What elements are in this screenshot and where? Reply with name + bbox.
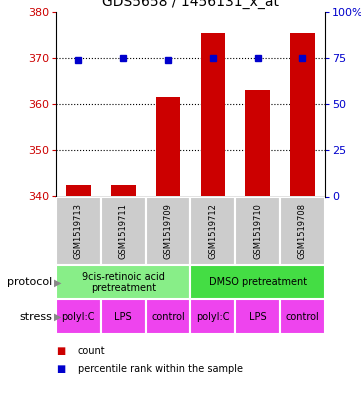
Text: ■: ■ (56, 346, 65, 356)
Text: ▶: ▶ (54, 312, 62, 321)
Text: count: count (78, 346, 105, 356)
Text: ▶: ▶ (54, 277, 62, 287)
Bar (200, 33, 225, 196)
Bar (191, 299, 235, 334)
Bar (191, 196, 235, 265)
Title: GDS5658 / 1456131_x_at: GDS5658 / 1456131_x_at (102, 0, 279, 9)
Bar (235, 196, 280, 265)
Bar (145, 196, 191, 265)
Bar (191, 265, 325, 299)
Text: GSM1519711: GSM1519711 (119, 203, 128, 259)
Bar (56, 299, 101, 334)
Bar (56, 196, 101, 265)
Text: percentile rank within the sample: percentile rank within the sample (78, 364, 243, 374)
Text: GSM1519709: GSM1519709 (164, 203, 173, 259)
Text: polyI:C: polyI:C (196, 312, 230, 321)
Text: GSM1519712: GSM1519712 (208, 203, 217, 259)
Bar (235, 299, 280, 334)
Text: polyI:C: polyI:C (62, 312, 95, 321)
Text: control: control (286, 312, 319, 321)
Bar (280, 196, 325, 265)
Text: protocol: protocol (7, 277, 52, 287)
Bar (101, 196, 145, 265)
Text: control: control (151, 312, 185, 321)
Bar (56, 265, 191, 299)
Bar (145, 299, 191, 334)
Bar (245, 90, 270, 196)
Bar (156, 97, 180, 196)
Text: GSM1519713: GSM1519713 (74, 203, 83, 259)
Text: LPS: LPS (114, 312, 132, 321)
Text: GSM1519708: GSM1519708 (298, 203, 307, 259)
Text: GSM1519710: GSM1519710 (253, 203, 262, 259)
Bar (111, 185, 135, 196)
Bar (66, 185, 91, 196)
Text: stress: stress (19, 312, 52, 321)
Bar (290, 33, 315, 196)
Text: DMSO pretreatment: DMSO pretreatment (209, 277, 307, 287)
Text: ■: ■ (56, 364, 65, 374)
Bar (280, 299, 325, 334)
Bar (101, 299, 145, 334)
Text: LPS: LPS (249, 312, 266, 321)
Text: 9cis-retinoic acid
pretreatment: 9cis-retinoic acid pretreatment (82, 272, 165, 293)
